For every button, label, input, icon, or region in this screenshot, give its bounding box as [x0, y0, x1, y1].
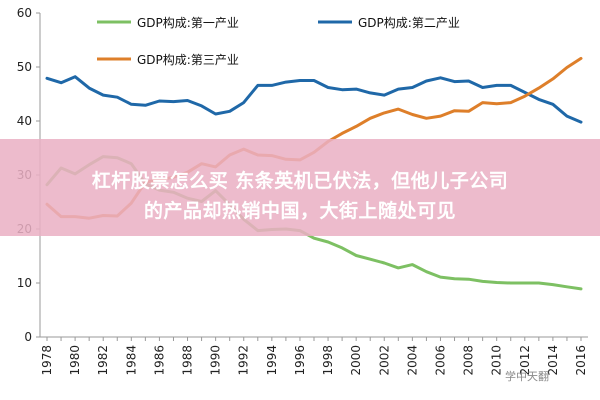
x-tick-label: 2000	[349, 345, 363, 376]
x-tick-label: 1994	[265, 345, 279, 376]
x-tick-label: 1982	[96, 345, 110, 376]
x-tick-label: 1980	[68, 345, 82, 376]
y-tick-label: 0	[24, 330, 32, 344]
headline-line-2: 的产品却热销中国，大街上随处可见	[143, 200, 456, 222]
headline-line-1: 杠杆股票怎么买 东条英机已伏法，但他儿子公司	[91, 170, 509, 192]
x-tick-label: 1986	[152, 345, 166, 376]
x-tick-label: 2006	[433, 345, 447, 376]
legend-label-1: GDP构成:第一产业	[137, 15, 239, 30]
y-tick-label: 60	[17, 6, 32, 20]
x-tick-label: 1990	[209, 345, 223, 376]
headline-text[interactable]: 杠杆股票怎么买 东条英机已伏法，但他儿子公司 的产品却热销中国，大街上随处可见	[0, 166, 600, 226]
legend-label-2: GDP构成:第二产业	[358, 15, 460, 30]
x-tick-label: 2010	[490, 345, 504, 376]
y-tick-label: 40	[17, 114, 32, 128]
x-tick-label: 1992	[237, 345, 251, 376]
x-tick-label: 2004	[405, 345, 419, 376]
y-tick-label: 50	[17, 60, 32, 74]
x-tick-label: 2016	[574, 345, 588, 376]
x-tick-label: 2008	[462, 345, 476, 376]
x-tick-label: 1984	[124, 345, 138, 376]
x-tick-label: 2014	[546, 345, 560, 376]
x-tick-label: 2012	[518, 345, 532, 376]
x-tick-label: 1996	[293, 345, 307, 376]
legend-label-3: GDP构成:第三产业	[137, 52, 239, 67]
x-tick-label: 1978	[40, 345, 54, 376]
series-line-2	[45, 75, 583, 124]
x-tick-label: 1998	[321, 345, 335, 376]
x-tick-label: 2002	[377, 345, 391, 376]
watermark-text: 学中天翻	[505, 370, 549, 383]
x-tick-label: 1988	[181, 345, 195, 376]
y-tick-label: 10	[17, 276, 32, 290]
headline-banner	[0, 139, 600, 236]
chart-legend: GDP构成:第一产业 GDP构成:第二产业 GDP构成:第三产业	[97, 15, 460, 67]
